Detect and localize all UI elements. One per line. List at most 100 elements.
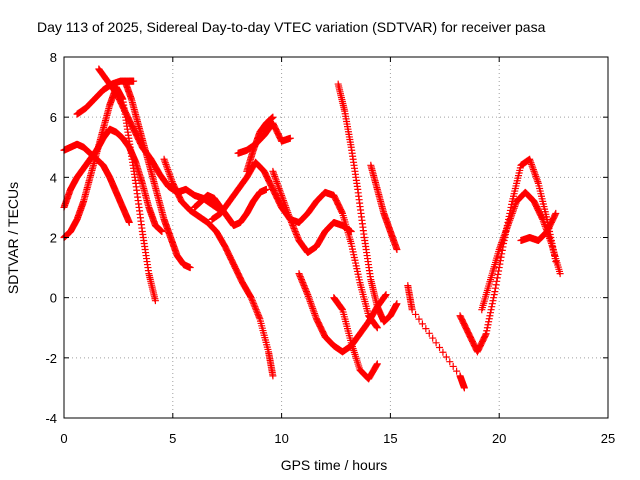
- y-axis-label: SDTVAR / TECUs: [5, 182, 21, 294]
- series-arc6: [121, 77, 194, 272]
- data-point: [500, 232, 508, 240]
- y-tick-label: 4: [50, 170, 57, 185]
- data-point: [165, 169, 173, 177]
- data-point: [247, 294, 255, 302]
- data-point: [277, 190, 285, 198]
- data-point: [273, 178, 281, 186]
- data-point: [526, 155, 534, 163]
- data-point: [418, 320, 426, 328]
- data-point: [338, 208, 346, 216]
- data-point: [497, 253, 505, 261]
- data-point: [311, 311, 319, 319]
- data-point: [372, 322, 380, 330]
- data-point: [373, 360, 381, 368]
- data-point: [286, 214, 294, 222]
- data-point: [288, 220, 296, 228]
- series-arc16: [367, 161, 401, 254]
- y-tick-label: 2: [50, 231, 57, 246]
- data-point: [507, 213, 515, 221]
- data-point: [303, 289, 311, 297]
- data-point: [270, 171, 278, 179]
- data-point: [310, 308, 318, 316]
- series-arc2: [60, 140, 133, 226]
- data-point: [286, 134, 294, 142]
- data-point: [302, 286, 310, 294]
- data-point: [300, 282, 308, 290]
- data-point: [292, 229, 300, 237]
- data-point: [168, 176, 176, 184]
- data-point: [493, 277, 501, 285]
- data-point: [529, 164, 537, 172]
- data-point: [497, 240, 505, 248]
- data-point: [529, 166, 537, 174]
- data-point: [528, 162, 536, 170]
- data-point: [484, 321, 492, 329]
- data-point: [498, 239, 506, 247]
- data-point: [274, 183, 282, 191]
- data-point: [509, 206, 517, 214]
- data-point: [500, 234, 508, 241]
- data-point: [502, 227, 510, 235]
- data-point: [293, 230, 301, 238]
- y-axis-ticks: -4 -2 0 2 4 6 8: [45, 50, 608, 426]
- series-arc12: [269, 167, 355, 257]
- data-point: [538, 214, 546, 222]
- data-point: [485, 315, 493, 323]
- data-point: [271, 172, 279, 180]
- data-point: [284, 209, 292, 217]
- data-point: [442, 353, 450, 361]
- data-point: [506, 215, 514, 223]
- data-point: [460, 384, 468, 392]
- data-point: [274, 181, 282, 189]
- data-point: [293, 232, 301, 240]
- data-point: [545, 233, 553, 241]
- data-point: [167, 174, 175, 182]
- data-point: [556, 270, 564, 278]
- data-point: [393, 300, 401, 308]
- data-point: [483, 327, 491, 335]
- data-point: [488, 300, 496, 308]
- data-point: [281, 200, 289, 208]
- data-point: [485, 318, 493, 326]
- data-point: [508, 209, 516, 217]
- data-point: [489, 297, 497, 305]
- data-points: [60, 65, 564, 392]
- data-point: [164, 166, 172, 174]
- data-point: [508, 211, 516, 219]
- data-point: [289, 221, 297, 229]
- data-point: [279, 197, 287, 205]
- data-point: [251, 304, 259, 312]
- data-point: [249, 298, 257, 306]
- data-point: [166, 172, 174, 180]
- data-point: [278, 191, 286, 199]
- x-axis-ticks: 0 5 10 15 20 25: [60, 57, 615, 446]
- data-point: [422, 325, 430, 333]
- data-point: [373, 361, 381, 369]
- data-point: [253, 307, 261, 315]
- data-point: [511, 203, 519, 211]
- data-point: [439, 348, 447, 356]
- data-point: [289, 223, 297, 231]
- data-point: [163, 164, 171, 172]
- data-point: [151, 297, 159, 305]
- data-point: [164, 167, 172, 175]
- data-point: [526, 157, 534, 165]
- data-point: [492, 281, 500, 289]
- data-point: [161, 157, 169, 165]
- x-tick-label: 25: [601, 431, 615, 446]
- data-point: [270, 169, 278, 177]
- data-point: [491, 288, 499, 296]
- x-tick-label: 10: [274, 431, 288, 446]
- data-point: [531, 171, 539, 179]
- data-point: [284, 210, 292, 218]
- data-point: [285, 212, 293, 220]
- series-arc15: [334, 80, 401, 326]
- data-point: [255, 312, 263, 320]
- series-arc17: [404, 282, 468, 392]
- data-point: [278, 193, 286, 201]
- data-point: [304, 291, 312, 299]
- data-point: [255, 313, 263, 321]
- data-point: [294, 234, 302, 241]
- data-point: [282, 203, 290, 211]
